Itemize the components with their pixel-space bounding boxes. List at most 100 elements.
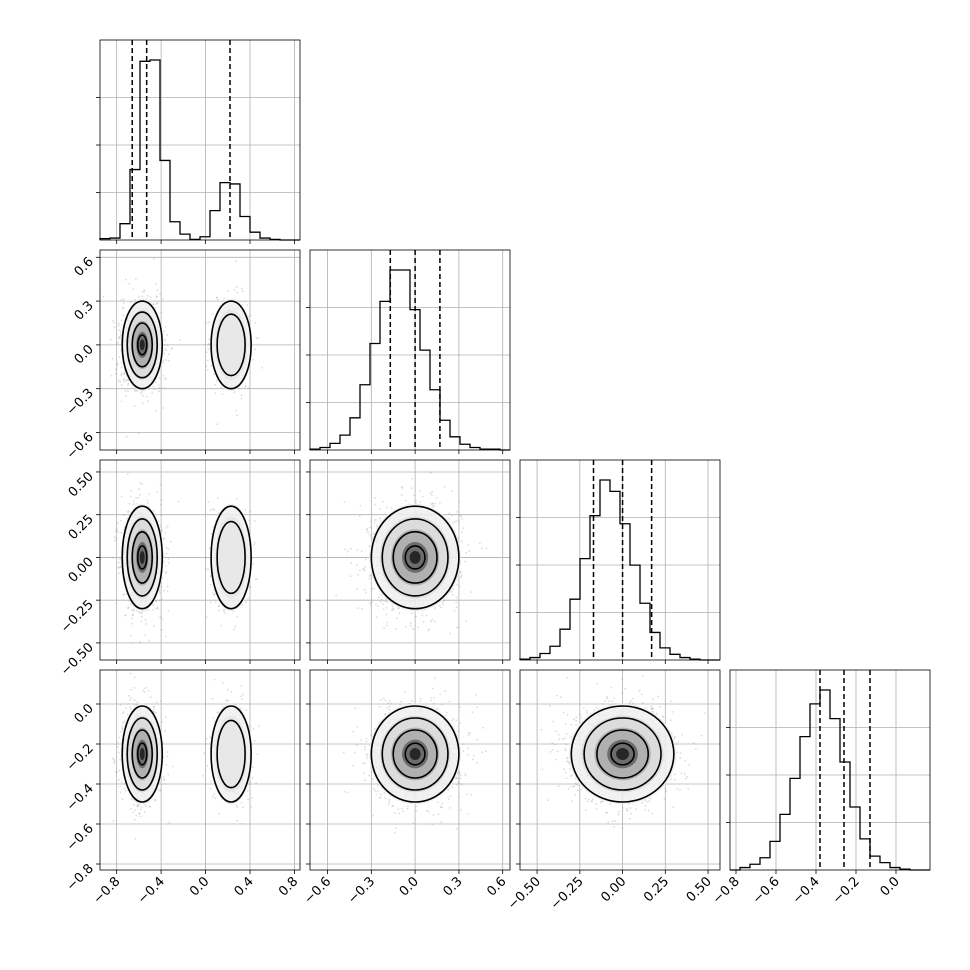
scatter-point [167,610,170,612]
scatter-point [161,629,163,631]
scatter-point [227,688,229,691]
scatter-point [207,343,210,345]
scatter-point [144,634,147,636]
scatter-point [164,325,167,328]
scatter-point [435,497,438,500]
scatter-point [132,608,135,611]
scatter-point [167,557,170,560]
scatter-point [244,300,247,303]
scatter-point [421,614,424,617]
scatter-point [209,575,212,578]
scatter-point [235,286,238,289]
panel-frame [519,459,721,661]
scatter-point [350,548,352,550]
scatter-point [368,575,371,577]
scatter-point [462,527,465,530]
scatter-point [165,571,168,573]
scatter-point [115,537,117,540]
scatter-point [119,758,122,761]
scatter-point [235,409,238,412]
scatter-point [140,391,143,393]
scatter-point [132,613,134,616]
scatter-point [206,369,209,371]
scatter-point [385,613,388,616]
scatter-point [138,611,141,613]
scatter-point [113,326,116,329]
scatter-point [208,547,211,550]
scatter-point [468,550,470,553]
scatter-point [159,483,162,486]
scatter-point [384,600,387,603]
scatter-point [227,290,230,293]
scatter-point [141,610,143,613]
scatter-point [166,524,169,527]
scatter-point [206,359,209,362]
scatter-point [383,627,385,630]
scatter-point [132,288,135,291]
scatter-point [213,593,215,596]
scatter-point [236,291,239,294]
scatter-point [350,562,353,565]
scatter-point [382,608,385,611]
histogram-bars [309,269,510,451]
scatter-point [162,375,165,377]
scatter-point [140,392,142,395]
scatter-point [441,601,444,603]
scatter-point [148,296,151,298]
scatter-point [460,540,463,543]
scatter-point [379,507,382,510]
scatter-point [412,628,414,631]
scatter-point [451,490,454,493]
scatter-point [362,567,365,570]
scatter-point [212,717,215,720]
scatter-point [177,500,180,503]
contour-line [121,300,164,390]
scatter-point [252,358,255,361]
scatter-point [123,372,126,375]
scatter-point [130,642,133,644]
scatter-point [429,492,432,495]
scatter-point [485,547,488,550]
scatter-point [127,607,129,610]
scatter-point [363,569,365,572]
scatter-point [450,590,453,593]
scatter-point [117,567,120,569]
scatter-point [135,610,138,612]
scatter-point [461,518,463,520]
scatter-point [465,620,468,623]
scatter-point [165,349,168,351]
scatter-point [126,511,129,513]
scatter-point [247,387,250,390]
scatter-point [233,628,236,631]
scatter-point [161,529,164,532]
scatter-point [143,687,146,690]
scatter-point [111,357,114,360]
scatter-point [212,526,214,528]
scatter-point [119,331,122,333]
scatter-point [434,502,436,505]
scatter-point [130,697,133,700]
scatter-point [120,374,123,376]
scatter-point [451,514,453,517]
scatter-point [143,290,146,292]
scatter-point [123,594,125,596]
scatter-point [255,337,258,339]
scatter-point [131,617,134,620]
scatter-point [122,593,125,595]
scatter-point [126,517,128,520]
scatter-point [395,617,398,620]
panel-1-1 [306,249,511,454]
scatter-point [114,539,116,542]
scatter-point [215,296,218,299]
scatter-point [357,573,360,576]
scatter-point [120,531,123,534]
scatter-point [137,432,140,435]
scatter-point [137,496,140,499]
scatter-point [152,303,155,305]
scatter-point [256,753,259,756]
scatter-point [155,600,157,603]
scatter-point [367,531,369,533]
scatter-point [223,297,226,300]
scatter-point [155,409,157,412]
scatter-point [480,547,483,550]
